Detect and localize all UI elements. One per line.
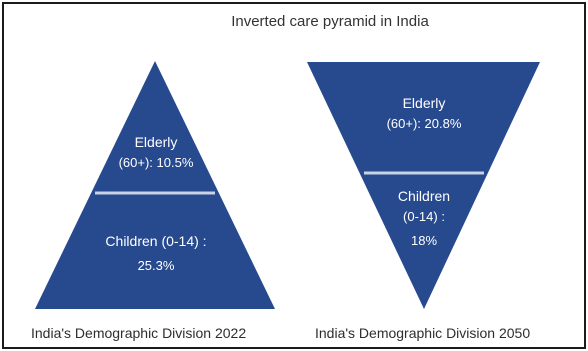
pyramid-2022-children-value: 25.3%: [138, 258, 175, 273]
pyramid-diagram: Elderly (60+): 10.5% Children (0-14) : 2…: [35, 61, 540, 309]
figure-title: Inverted care pyramid in India: [231, 13, 429, 30]
pyramid-2022-triangle: [35, 61, 275, 309]
caption-2022: India's Demographic Division 2022: [31, 325, 247, 341]
pyramid-2050-children-age: (0-14) :: [403, 209, 445, 224]
pyramid-2050-triangle: [307, 62, 540, 309]
pyramid-2050-children-label: Children: [398, 188, 450, 204]
pyramid-2050-elderly-value: (60+): 20.8%: [387, 116, 462, 131]
pyramid-2050-children-value: 18%: [411, 233, 437, 248]
pyramid-2022-children-label: Children (0-14) :: [105, 233, 206, 249]
pyramid-2022-elderly-value: (60+): 10.5%: [119, 155, 194, 170]
pyramid-2050-elderly-label: Elderly: [403, 95, 446, 111]
caption-2050: India's Demographic Division 2050: [315, 325, 531, 341]
pyramid-2022-elderly-label: Elderly: [135, 134, 178, 150]
